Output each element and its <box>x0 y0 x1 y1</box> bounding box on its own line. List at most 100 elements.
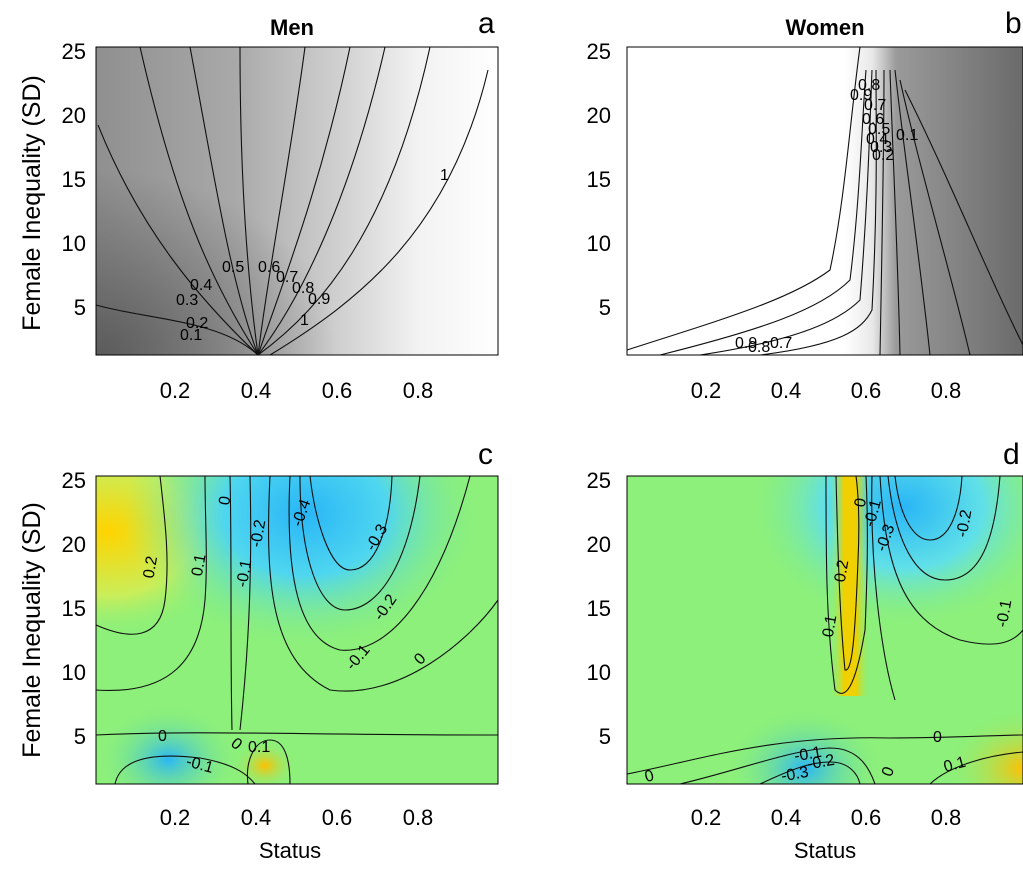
y-tick-label: 10 <box>62 660 86 685</box>
contour-label: 0 <box>933 729 942 746</box>
panel-a-letter: a <box>478 7 495 40</box>
panel-c-y-ticks: 5 10 15 20 25 <box>62 468 86 749</box>
panel-c-letter: c <box>478 438 493 471</box>
contour-label: -0.1 <box>234 558 256 588</box>
panel-a-title: Men <box>270 15 314 40</box>
panel-b: 0.9 0.8 0.7 0.6 0.5 0.4 0.3 0.2 0.1 0.9 … <box>587 7 1023 403</box>
panel-c-contour-labels: 0.2 0.1 0 -0.1 -0.2 -0.4 -0.3 -0.2 -0.1 … <box>141 495 430 777</box>
contour-label: -0.1 <box>861 498 885 529</box>
panel-d-frame <box>626 475 1023 785</box>
panel-b-frame <box>626 46 1023 356</box>
y-tick-label: 5 <box>599 724 611 749</box>
x-tick-label: 0.2 <box>691 805 722 830</box>
contour-label: -0.3 <box>780 764 810 786</box>
y-tick-label: 5 <box>74 295 86 320</box>
y-tick-label: 20 <box>62 103 86 128</box>
y-tick-label: 25 <box>587 468 611 493</box>
panel-d-letter: d <box>1003 438 1020 471</box>
contour-label: 0.3 <box>176 292 198 309</box>
contour-label: 0.5 <box>868 121 890 138</box>
contour-label: 0.4 <box>190 277 212 294</box>
contour-label: 0.9 <box>308 291 330 308</box>
panel-c-x-axis-label: Status <box>259 838 321 863</box>
contour-label: -0.2 <box>806 752 836 774</box>
y-tick-label: 20 <box>587 103 611 128</box>
contour-label: 0.4 <box>866 131 888 148</box>
panel-d-contour-labels: 0.1 0.2 0 -0.1 -0.3 -0.2 -0.1 0 -0.1 -0.… <box>643 497 1015 786</box>
x-tick-label: 0.6 <box>322 378 353 403</box>
x-tick-label: 0.8 <box>403 805 434 830</box>
y-tick-label: 20 <box>62 532 86 557</box>
y-tick-label: 20 <box>587 532 611 557</box>
panel-a-x-ticks: 0.2 0.4 0.6 0.8 <box>160 378 434 403</box>
panel-b-letter: b <box>1005 7 1022 40</box>
y-tick-label: 15 <box>62 596 86 621</box>
contour-label: 0.9 <box>735 335 757 352</box>
y-tick-label: 25 <box>62 39 86 64</box>
contour-label: 0 <box>216 495 234 507</box>
panel-a-contour-labels: 0.1 0.2 0.3 0.4 0.5 0.6 0.7 0.8 0.9 1 1 <box>176 167 449 344</box>
x-tick-label: 0.8 <box>931 805 962 830</box>
panel-b-contours <box>626 46 1023 356</box>
contour-label: 0.3 <box>870 139 892 156</box>
contour-label: -0.1 <box>793 744 823 766</box>
contour-label: -0.2 <box>248 518 270 548</box>
y-tick-label: 5 <box>599 295 611 320</box>
contour-label: 0.2 <box>872 147 894 164</box>
x-tick-label: 0.2 <box>160 378 191 403</box>
panel-a-y-ticks: 5 10 15 20 25 <box>62 39 86 320</box>
panel-d-contours <box>626 475 1023 785</box>
y-tick-label: 10 <box>587 660 611 685</box>
panel-d-y-ticks: 5 10 15 20 25 <box>587 468 611 749</box>
contour-label: 0.7 <box>276 269 298 286</box>
contour-label: 0.5 <box>222 259 244 276</box>
x-tick-label: 0.6 <box>851 378 882 403</box>
panel-a-heatmap-shade <box>96 47 498 355</box>
panel-a-y-axis-label: Female Inequality (SD) <box>18 75 46 331</box>
contour-label: 0.1 <box>896 127 918 144</box>
x-tick-label: 0.4 <box>771 378 802 403</box>
x-tick-label: 0.6 <box>322 805 353 830</box>
y-tick-label: 15 <box>62 167 86 192</box>
x-tick-label: 0.8 <box>403 378 434 403</box>
panel-b-x-ticks: 0.2 0.4 0.6 0.8 <box>691 378 962 403</box>
x-tick-label: 0.4 <box>771 805 802 830</box>
panel-c: 0.2 0.1 0 -0.1 -0.2 -0.4 -0.3 -0.2 -0.1 … <box>18 438 499 863</box>
contour-label: 0.8 <box>748 339 770 356</box>
contour-label: 0.2 <box>186 315 208 332</box>
y-tick-label: 5 <box>74 724 86 749</box>
contour-label: 0.1 <box>189 553 210 578</box>
x-tick-label: 0.2 <box>160 805 191 830</box>
contour-label: -0.2 <box>954 508 976 538</box>
contour-label: 0.8 <box>858 77 880 94</box>
x-tick-label: 0.6 <box>851 805 882 830</box>
panel-b-title: Women <box>785 15 864 40</box>
x-tick-label: 0.4 <box>241 805 272 830</box>
y-tick-label: 15 <box>587 596 611 621</box>
contour-label: 1 <box>300 312 309 329</box>
contour-label: -0.1 <box>184 753 215 777</box>
contour-label: 0.6 <box>862 111 884 128</box>
contour-label: 0.2 <box>141 555 162 580</box>
contour-label: 0.9 <box>850 87 872 104</box>
contour-label: 0.1 <box>180 327 202 344</box>
panel-c-frame <box>95 475 499 785</box>
contour-label: 0.2 <box>832 559 853 584</box>
panel-d-heatmap-warm2 <box>627 476 1023 784</box>
contour-label: 0.8 <box>292 280 314 297</box>
panel-c-contours <box>95 475 499 785</box>
contour-label: 1 <box>440 167 449 184</box>
y-tick-label: 25 <box>587 39 611 64</box>
panel-c-x-ticks: 0.2 0.4 0.6 0.8 <box>160 805 434 830</box>
contour-label: 0.6 <box>258 259 280 276</box>
contour-label: -0.1 <box>994 598 1016 628</box>
panel-d-x-axis-label: Status <box>794 838 856 863</box>
contour-label: 0.7 <box>864 97 886 114</box>
y-tick-label: 10 <box>587 231 611 256</box>
panel-b-y-ticks: 5 10 15 20 25 <box>587 39 611 320</box>
x-tick-label: 0.2 <box>691 378 722 403</box>
panel-b-contour-labels: 0.9 0.8 0.7 0.6 0.5 0.4 0.3 0.2 0.1 0.9 … <box>735 77 918 356</box>
y-tick-label: 10 <box>62 231 86 256</box>
y-tick-label: 25 <box>62 468 86 493</box>
x-tick-label: 0.4 <box>241 378 272 403</box>
